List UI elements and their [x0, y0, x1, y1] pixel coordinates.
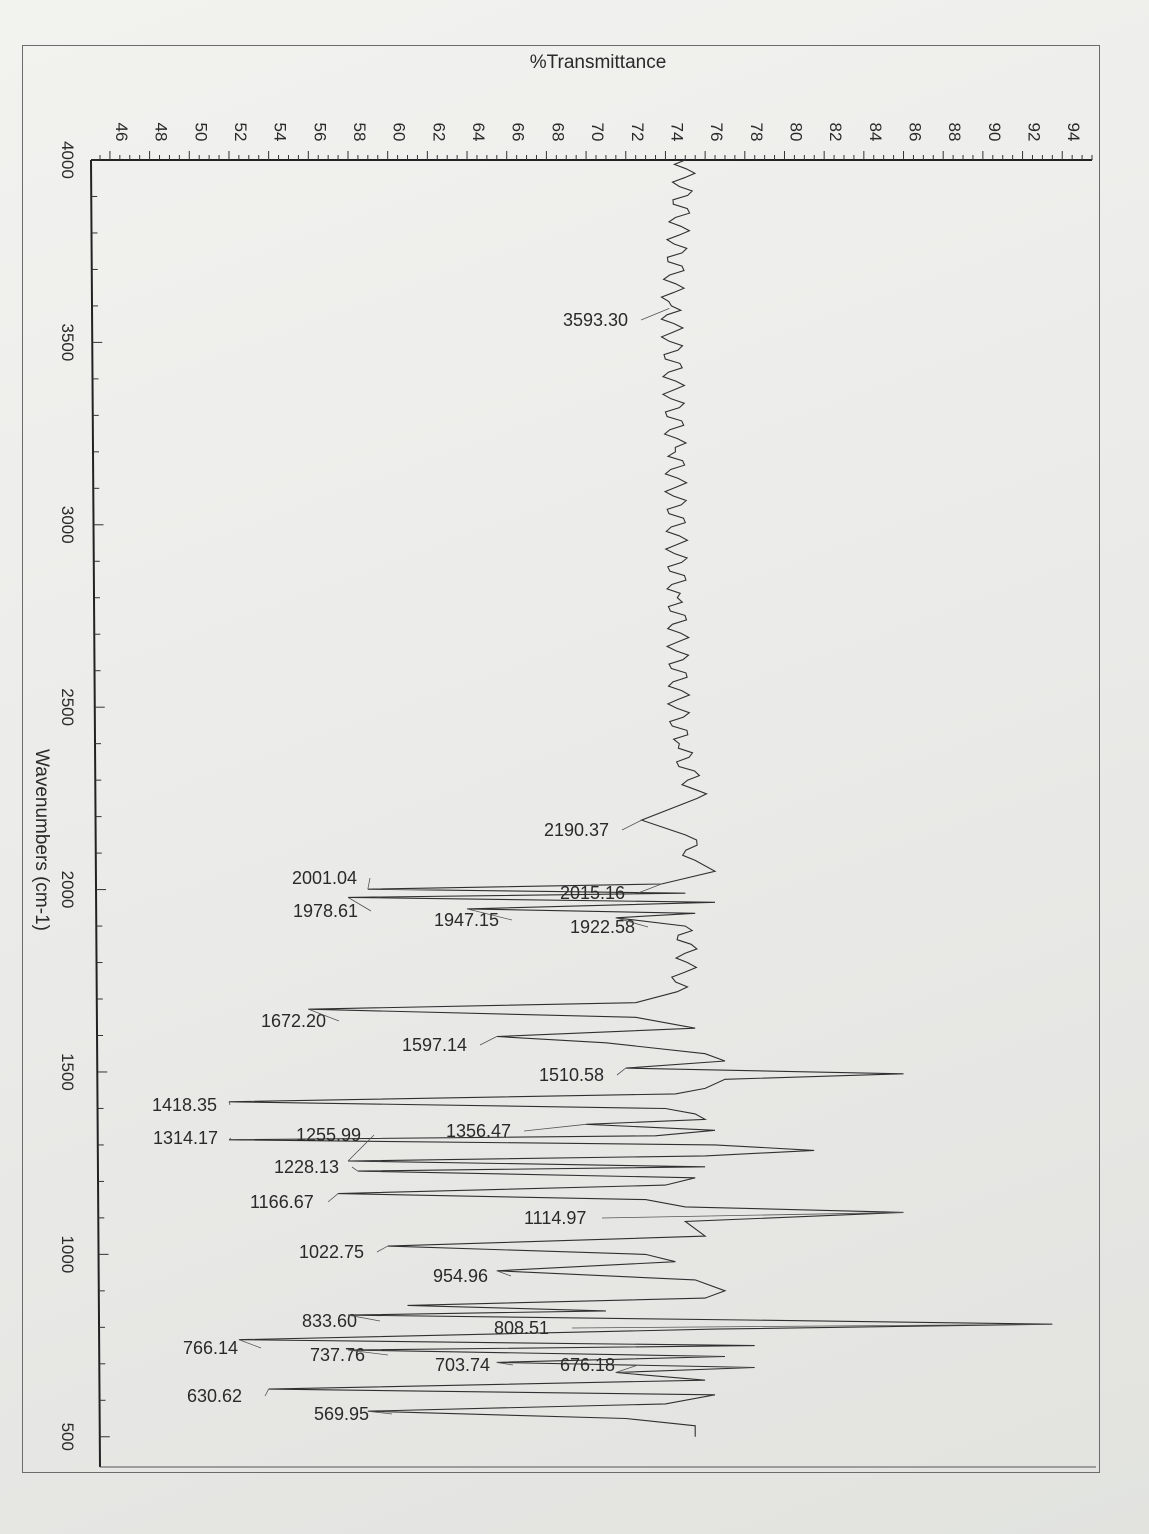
peak-label: 737.76 — [310, 1345, 365, 1365]
peak-label: 954.96 — [433, 1266, 488, 1286]
peak-label: 2001.04 — [292, 868, 357, 888]
transmittance-tick-label: 74 — [667, 123, 686, 142]
wavenumber-tick-label: 3500 — [58, 323, 77, 361]
wavenumber-ticks: 4000 3500 3000 2500 2000 1500 1000 500 — [58, 141, 110, 1451]
transmittance-tick-label: 64 — [469, 123, 488, 142]
peak-leader-line — [637, 883, 662, 894]
peak-leader-line — [616, 1067, 627, 1076]
peak-leader-line — [327, 1193, 339, 1203]
transmittance-tick-label: 94 — [1064, 123, 1083, 142]
wavenumber-tick-label: 1500 — [58, 1053, 77, 1091]
peak-leader-line — [479, 1036, 497, 1046]
peak-label: 1255.99 — [296, 1125, 361, 1145]
wavenumber-tick-label: 3000 — [58, 506, 77, 544]
transmittance-tick-label: 92 — [1025, 123, 1044, 142]
transmittance-tick-label: 66 — [509, 123, 528, 142]
axes — [90, 159, 1096, 1468]
transmittance-tick-label: 46 — [112, 123, 131, 142]
peak-label: 766.14 — [183, 1338, 238, 1358]
transmittance-tick-label: 48 — [152, 123, 171, 142]
peak-label: 1947.15 — [434, 910, 499, 930]
peak-leader-line — [351, 1166, 359, 1172]
peak-leader-line — [376, 1245, 388, 1253]
transmittance-tick-label: 58 — [350, 123, 369, 142]
peak-label: 3593.30 — [563, 310, 628, 330]
transmittance-tick-label: 50 — [191, 123, 210, 142]
peak-label: 569.95 — [314, 1404, 369, 1424]
peak-leader-line — [347, 1349, 389, 1356]
peak-label: 1022.75 — [299, 1242, 364, 1262]
peak-leader-line — [615, 1364, 639, 1373]
peak-leader-line — [264, 1388, 269, 1397]
peak-leader-line — [228, 1137, 232, 1141]
peak-label: 808.51 — [494, 1318, 549, 1338]
peak-label: 703.74 — [435, 1355, 490, 1375]
peak-leader-line — [228, 1101, 231, 1106]
peak-leader-line — [238, 1339, 262, 1349]
chart-title: %Transmittance — [530, 52, 667, 73]
spectrum-series — [228, 159, 1053, 1437]
transmittance-tick-label: 62 — [429, 123, 448, 142]
peak-label: 1228.13 — [274, 1157, 339, 1177]
peak-label: 1418.35 — [152, 1095, 217, 1115]
transmittance-tick-label: 68 — [548, 123, 567, 142]
peak-label: 1314.17 — [153, 1128, 218, 1148]
transmittance-tick-label: 56 — [310, 123, 329, 142]
peak-label: 1510.58 — [539, 1065, 604, 1085]
transmittance-tick-label: 72 — [628, 123, 647, 142]
peak-leader-line — [466, 908, 513, 921]
peak-label: 1978.61 — [293, 901, 358, 921]
transmittance-tick-label: 60 — [390, 123, 409, 142]
transmittance-tick-label: 78 — [747, 123, 766, 142]
peak-leader-line — [347, 1314, 381, 1322]
peak-leader-line — [347, 897, 372, 912]
peak-label: 2190.37 — [544, 820, 609, 840]
peak-label: 833.60 — [302, 1311, 357, 1331]
peak-label: 2015.16 — [560, 883, 625, 903]
peak-label: 1114.97 — [524, 1208, 586, 1228]
peak-label: 1597.14 — [402, 1035, 467, 1055]
peak-label: 1922.58 — [570, 917, 635, 937]
peak-leader-line — [615, 917, 649, 928]
transmittance-tick-label: 88 — [945, 123, 964, 142]
left-axis-line — [90, 159, 101, 1468]
peak-label: 1672.20 — [261, 1011, 326, 1031]
wavenumber-tick-label: 1000 — [58, 1235, 77, 1273]
peak-leader-line — [496, 1270, 512, 1277]
peak-label: 1166.67 — [250, 1192, 314, 1212]
peak-leader-line — [367, 1410, 393, 1415]
transmittance-tick-label: 82 — [826, 123, 845, 142]
peak-leader-line — [640, 307, 670, 321]
peak-leader-line — [601, 1212, 904, 1219]
transmittance-tick-label: 54 — [271, 123, 290, 142]
peak-leader-line — [367, 877, 371, 890]
wavenumber-tick-label: 500 — [58, 1423, 77, 1451]
peak-label: 1356.47 — [446, 1121, 511, 1141]
transmittance-ticks: 46 48 50 52 54 56 58 60 62 64 66 68 70 72 74 76 78 80 82 84… — [99, 123, 1093, 160]
peak-leader-line — [347, 1134, 375, 1162]
wavenumber-tick-label: 2500 — [58, 688, 77, 726]
transmittance-tick-label: 76 — [707, 123, 726, 142]
peak-leader-line — [621, 819, 642, 831]
peak-leader-line — [496, 1362, 514, 1366]
peak-leader-line — [308, 1008, 340, 1022]
peak-leader-line — [571, 1323, 1053, 1329]
spectrum-line — [228, 159, 1053, 1437]
transmittance-tick-label: 52 — [231, 123, 250, 142]
x-axis-label: Wavenumbers (cm-1) — [31, 749, 52, 931]
transmittance-tick-label: 70 — [588, 123, 607, 142]
transmittance-tick-label: 84 — [866, 123, 885, 142]
peak-leader-line — [523, 1123, 587, 1132]
transmittance-tick-label: 90 — [985, 123, 1004, 142]
peak-label: 676.18 — [560, 1355, 615, 1375]
wavenumber-tick-label: 4000 — [58, 141, 77, 179]
transmittance-tick-label: 86 — [906, 123, 925, 142]
chart-frame — [22, 45, 1100, 1473]
peak-label: 630.62 — [187, 1386, 242, 1406]
peak-labels: 3593.30 2190.37 2015.16 2001.04 1978.61 1947.… — [152, 307, 1053, 1424]
wavenumber-tick-label: 2000 — [58, 871, 77, 909]
transmittance-tick-label: 80 — [786, 123, 805, 142]
